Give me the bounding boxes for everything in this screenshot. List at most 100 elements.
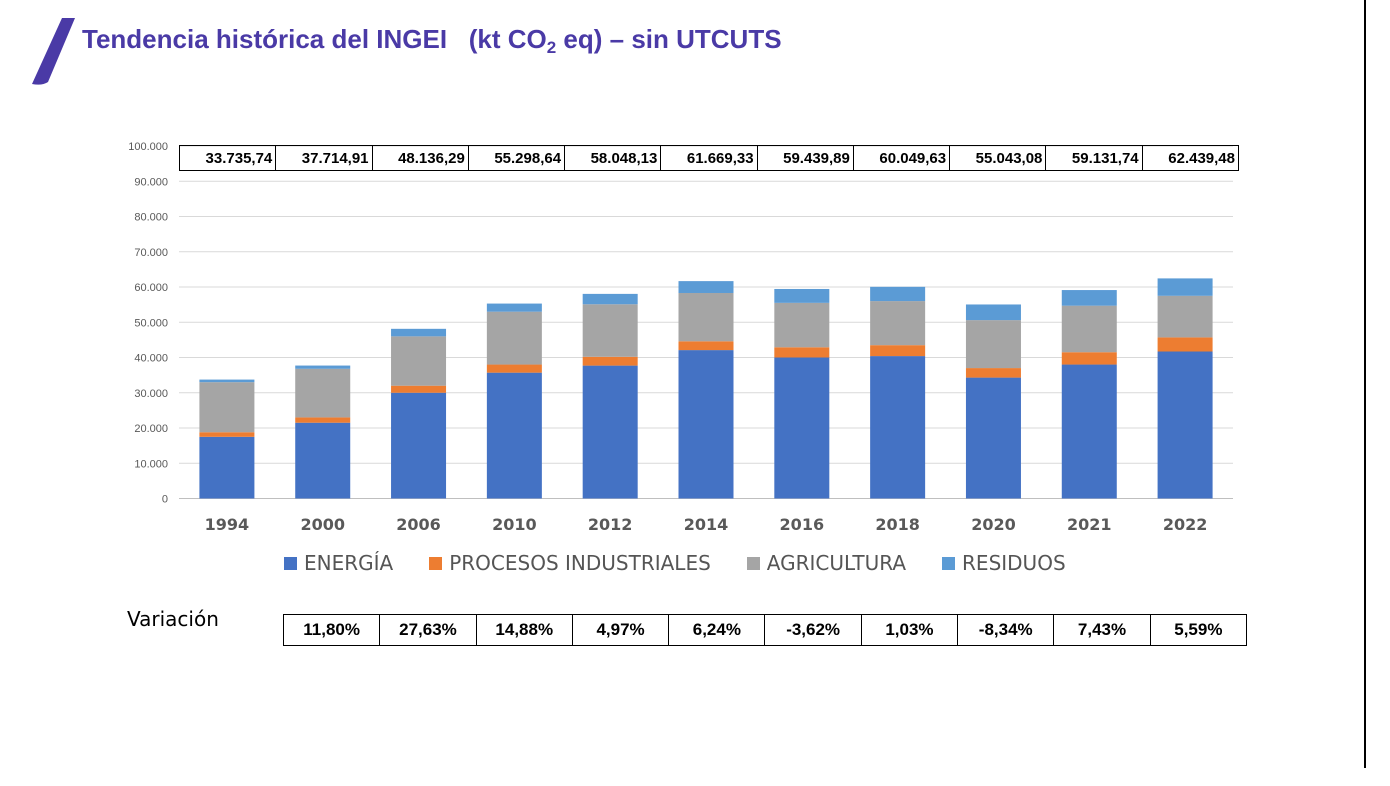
legend-label: AGRICULTURA bbox=[766, 551, 907, 575]
x-tick-label: 2012 bbox=[588, 515, 633, 534]
bar-segment bbox=[486, 364, 542, 373]
bar-segment bbox=[870, 345, 926, 357]
bar-segment bbox=[870, 356, 926, 499]
x-tick-label: 2020 bbox=[971, 515, 1016, 534]
right-border-line bbox=[1364, 0, 1366, 768]
bar-segment bbox=[870, 301, 926, 346]
legend-item: ENERGÍA bbox=[284, 551, 393, 575]
bar-segment bbox=[391, 392, 447, 499]
totals-row: 33.735,74 37.714,91 48.136,29 55.298,64 58.0… bbox=[178, 145, 1240, 171]
legend-item: AGRICULTURA bbox=[746, 551, 907, 575]
bar-segment bbox=[774, 288, 830, 303]
bar-segment bbox=[391, 328, 447, 337]
bar-segment bbox=[295, 417, 351, 423]
legend-label: PROCESOS INDUSTRIALES bbox=[449, 551, 711, 575]
x-tick-label: 2016 bbox=[780, 515, 825, 534]
bar-segment bbox=[486, 372, 542, 499]
bar-segment bbox=[1061, 364, 1117, 499]
bar-segment bbox=[1157, 337, 1213, 352]
bar-segment bbox=[582, 293, 638, 305]
brand-slash-icon bbox=[32, 18, 75, 85]
y-tick-label: 0 bbox=[162, 494, 168, 506]
totals-table: 33.735,74 37.714,91 48.136,29 55.298,64 58.0… bbox=[178, 145, 1240, 171]
bar-segment bbox=[486, 311, 542, 365]
y-tick-label: 10.000 bbox=[134, 458, 168, 470]
x-axis-ticks: 1994 2000 2006 2010 2012 2014 2016 2018 2020 2021… bbox=[205, 515, 1208, 534]
title-subscript: 2 bbox=[546, 38, 557, 57]
y-tick-label: 20.000 bbox=[134, 423, 168, 435]
bar-segment bbox=[199, 379, 255, 383]
bar-segment bbox=[486, 303, 542, 312]
title-suffix: eq) – sin UTCUTS bbox=[556, 24, 782, 54]
y-tick-label: 80.000 bbox=[134, 212, 168, 224]
variation-cell: 27,63% bbox=[379, 614, 477, 646]
bar-segment bbox=[582, 365, 638, 499]
bar-segment bbox=[391, 385, 447, 393]
bar-segment bbox=[678, 350, 734, 499]
y-tick-label: 50.000 bbox=[134, 317, 168, 329]
variation-cell: -3,62% bbox=[764, 614, 862, 646]
variation-cell: 1,03% bbox=[860, 614, 959, 646]
total-cell: 55.298,64 bbox=[467, 145, 566, 171]
bar-segment bbox=[870, 286, 926, 302]
x-tick-label: 2006 bbox=[396, 515, 441, 534]
bar-segment bbox=[678, 292, 734, 342]
total-cell: 62.439,48 bbox=[1141, 145, 1240, 171]
x-tick-label: 2014 bbox=[684, 515, 729, 534]
total-cell: 55.043,08 bbox=[949, 145, 1047, 171]
bar-segment bbox=[582, 356, 638, 366]
x-tick-label: 1994 bbox=[205, 515, 250, 534]
legend-label: RESIDUOS bbox=[962, 551, 1066, 575]
x-tick-label: 2021 bbox=[1067, 515, 1112, 534]
total-cell: 61.669,33 bbox=[660, 145, 758, 171]
variation-row: 11,80% 27,63% 14,88% 4,97% 6,24% -3,62% 1,03% -… bbox=[282, 614, 1248, 646]
bar-segment bbox=[1157, 278, 1213, 296]
x-tick-label: 2018 bbox=[875, 515, 920, 534]
total-cell: 59.439,89 bbox=[756, 145, 854, 171]
total-cell: 58.048,13 bbox=[564, 145, 662, 171]
bar-segment bbox=[295, 368, 351, 418]
variation-cell: 6,24% bbox=[668, 614, 766, 646]
legend-label: ENERGÍA bbox=[304, 551, 394, 575]
bars bbox=[199, 278, 1213, 499]
bar-segment bbox=[295, 365, 351, 369]
bar-segment bbox=[965, 320, 1021, 369]
x-tick-label: 2010 bbox=[492, 515, 537, 534]
variation-cell: 4,97% bbox=[571, 614, 670, 646]
total-cell: 48.136,29 bbox=[371, 145, 469, 171]
chart-legend: ENERGÍA PROCESOS INDUSTRIALES AGRICULTURA R… bbox=[284, 551, 1102, 575]
bar-segment bbox=[1157, 295, 1213, 338]
bar-segment bbox=[199, 436, 255, 499]
y-tick-label: 70.000 bbox=[134, 247, 168, 259]
page-title: Tendencia histórica del INGEI (kt CO2 eq… bbox=[82, 24, 782, 58]
x-tick-label: 2000 bbox=[300, 515, 345, 534]
y-tick-label: 100.000 bbox=[128, 141, 168, 153]
bar-segment bbox=[199, 432, 255, 437]
bar-segment bbox=[965, 377, 1021, 499]
variation-cell: 5,59% bbox=[1149, 614, 1248, 646]
total-cell: 33.735,74 bbox=[178, 145, 277, 171]
total-cell: 60.049,63 bbox=[852, 145, 951, 171]
y-tick-label: 30.000 bbox=[134, 388, 168, 400]
bar-segment bbox=[1061, 352, 1117, 365]
bar-segment bbox=[1061, 305, 1117, 353]
bar-segment bbox=[199, 382, 255, 433]
total-cell: 37.714,91 bbox=[275, 145, 373, 171]
variation-cell: 7,43% bbox=[1053, 614, 1151, 646]
y-tick-label: 90.000 bbox=[134, 176, 168, 188]
y-axis-ticks: 0 10.000 20.000 30.000 40.000 50.000 60.000 70.… bbox=[128, 141, 168, 506]
legend-swatch bbox=[942, 556, 956, 570]
legend-swatch bbox=[284, 556, 297, 570]
bar-segment bbox=[774, 357, 830, 499]
legend-item: PROCESOS INDUSTRIALES bbox=[429, 551, 711, 575]
y-tick-label: 60.000 bbox=[134, 282, 168, 294]
variation-table: 11,80% 27,63% 14,88% 4,97% 6,24% -3,62% 1,03% -… bbox=[282, 614, 1248, 646]
bar-segment bbox=[678, 281, 734, 293]
y-tick-label: 40.000 bbox=[134, 353, 168, 365]
title-main: Tendencia histórica del INGEI (kt CO bbox=[82, 24, 547, 54]
variation-cell: -8,34% bbox=[957, 614, 1055, 646]
bar-segment bbox=[1157, 351, 1213, 499]
bar-segment bbox=[678, 341, 734, 351]
bar-segment bbox=[774, 347, 830, 358]
